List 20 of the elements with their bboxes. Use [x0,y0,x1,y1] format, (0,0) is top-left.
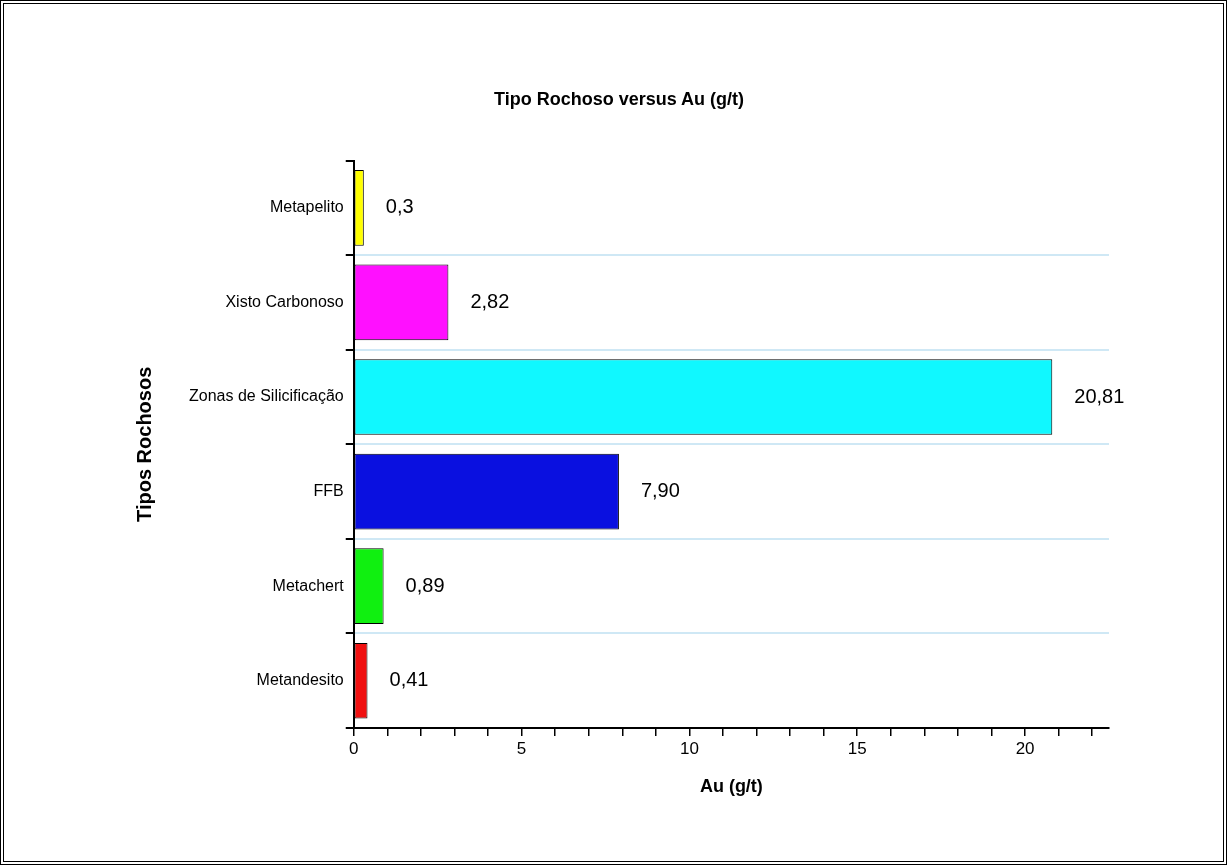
data-label: 7,90 [640,479,680,502]
data-label: 0,3 [385,195,414,218]
y-axis-title: Tipos Rochosos [132,366,155,522]
y-tick-label: Zonas de Silicificação [188,387,344,405]
y-tick-label: Metandesito [256,671,344,689]
x-tick-label: 20 [1015,738,1035,758]
x-tick-label: 15 [847,738,867,758]
y-tick-label: Metachert [272,576,345,594]
data-label: 0,41 [389,668,429,691]
data-label: 20,81 [1074,384,1125,407]
x-tick-label: 5 [516,738,527,758]
y-tick-label: Xisto Carbonoso [225,292,344,310]
x-axis-title: Au (g/t) [699,776,763,797]
x-tick-label: 10 [679,738,699,758]
y-tick-label: FFB [313,481,344,499]
data-label: 2,82 [470,289,510,312]
y-tick-label: Metapelito [269,198,344,216]
chart-title: Tipo Rochoso versus Au (g/t) [493,88,745,109]
x-tick-label: 0 [349,738,359,758]
data-label: 0,89 [405,573,445,596]
